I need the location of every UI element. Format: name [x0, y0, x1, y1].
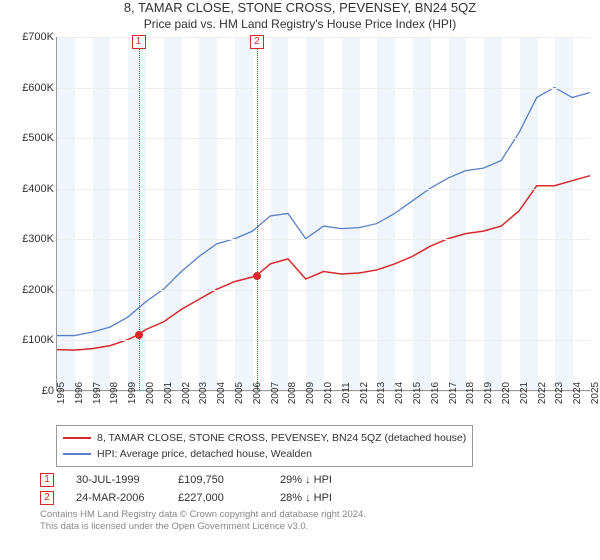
- x-tick-label: 2001: [163, 382, 174, 404]
- y-tick-label: £700K: [22, 31, 54, 43]
- x-tick-label: 2005: [234, 382, 245, 404]
- x-tick-label: 2003: [198, 382, 209, 404]
- x-tick-label: 2019: [483, 382, 494, 404]
- x-tick-label: 2016: [430, 382, 441, 404]
- x-tick-label: 2025: [590, 382, 600, 404]
- footer: Contains HM Land Registry data © Crown c…: [40, 509, 590, 534]
- x-tick-label: 2004: [216, 382, 227, 404]
- x-tick-label: 2011: [341, 382, 352, 404]
- event-date: 30-JUL-1999: [76, 474, 156, 486]
- gridline: [57, 138, 590, 139]
- y-axis: £0£100K£200K£300K£400K£500K£600K£700K: [10, 37, 56, 391]
- x-tick-label: 2000: [145, 382, 156, 404]
- event-marker: 2: [250, 35, 264, 49]
- x-tick-label: 1997: [92, 382, 103, 404]
- event-row: 1 30-JUL-1999 £109,750 29% ↓ HPI: [40, 473, 590, 487]
- plot-area: 12: [56, 37, 590, 391]
- x-tick-label: 2007: [270, 382, 281, 404]
- series-line-subject: [57, 176, 590, 350]
- x-tick-label: 2023: [554, 382, 565, 404]
- x-tick-label: 2022: [537, 382, 548, 404]
- gridline: [57, 239, 590, 240]
- event-price: £109,750: [178, 474, 258, 486]
- event-price: £227,000: [178, 492, 258, 504]
- legend: 8, TAMAR CLOSE, STONE CROSS, PEVENSEY, B…: [56, 425, 473, 467]
- event-row-marker: 1: [40, 473, 54, 487]
- x-tick-label: 1996: [74, 382, 85, 404]
- y-tick-label: £500K: [22, 132, 54, 144]
- event-dot: [135, 331, 143, 339]
- events-table: 1 30-JUL-1999 £109,750 29% ↓ HPI 2 24-MAR-200…: [40, 473, 590, 505]
- chart-subtitle: Price paid vs. HM Land Registry's House …: [0, 17, 600, 31]
- legend-label: HPI: Average price, detached house, Weal…: [97, 446, 312, 462]
- x-tick-label: 2014: [394, 382, 405, 404]
- event-dot: [253, 272, 261, 280]
- chart-area: £0£100K£200K£300K£400K£500K£600K£700K 12…: [10, 37, 590, 417]
- x-tick-label: 2013: [376, 382, 387, 404]
- x-tick-label: 2010: [323, 382, 334, 404]
- event-row: 2 24-MAR-2006 £227,000 28% ↓ HPI: [40, 491, 590, 505]
- y-tick-label: £100K: [22, 334, 54, 346]
- event-delta: 29% ↓ HPI: [280, 474, 360, 486]
- x-tick-label: 1995: [56, 382, 67, 404]
- series-line-hpi: [57, 87, 590, 335]
- x-tick-label: 2012: [359, 382, 370, 404]
- footer-line: Contains HM Land Registry data © Crown c…: [40, 509, 590, 521]
- x-tick-label: 2020: [501, 382, 512, 404]
- y-tick-label: £400K: [22, 183, 54, 195]
- x-tick-label: 2024: [572, 382, 583, 404]
- event-vline: [257, 37, 258, 390]
- legend-swatch: [63, 453, 91, 455]
- legend-item: 8, TAMAR CLOSE, STONE CROSS, PEVENSEY, B…: [63, 430, 466, 446]
- y-tick-label: £0: [42, 385, 54, 397]
- x-tick-label: 2018: [465, 382, 476, 404]
- gridline: [57, 340, 590, 341]
- x-tick-label: 1998: [109, 382, 120, 404]
- footer-line: This data is licensed under the Open Gov…: [40, 521, 590, 533]
- event-date: 24-MAR-2006: [76, 492, 156, 504]
- legend-label: 8, TAMAR CLOSE, STONE CROSS, PEVENSEY, B…: [97, 430, 466, 446]
- chart-title: 8, TAMAR CLOSE, STONE CROSS, PEVENSEY, B…: [0, 0, 600, 15]
- y-tick-label: £300K: [22, 233, 54, 245]
- x-tick-label: 2002: [181, 382, 192, 404]
- event-marker: 1: [132, 35, 146, 49]
- x-tick-label: 2015: [412, 382, 423, 404]
- gridline: [57, 290, 590, 291]
- gridline: [57, 88, 590, 89]
- x-tick-label: 2006: [252, 382, 263, 404]
- x-tick-label: 1999: [127, 382, 138, 404]
- y-tick-label: £200K: [22, 284, 54, 296]
- y-tick-label: £600K: [22, 82, 54, 94]
- event-row-marker: 2: [40, 491, 54, 505]
- legend-swatch: [63, 437, 91, 439]
- x-tick-label: 2017: [448, 382, 459, 404]
- x-axis: 1995199619971998199920002001200220032004…: [56, 391, 590, 417]
- legend-item: HPI: Average price, detached house, Weal…: [63, 446, 466, 462]
- x-tick-label: 2008: [287, 382, 298, 404]
- event-delta: 28% ↓ HPI: [280, 492, 360, 504]
- gridline: [57, 189, 590, 190]
- x-tick-label: 2009: [305, 382, 316, 404]
- x-tick-label: 2021: [519, 382, 530, 404]
